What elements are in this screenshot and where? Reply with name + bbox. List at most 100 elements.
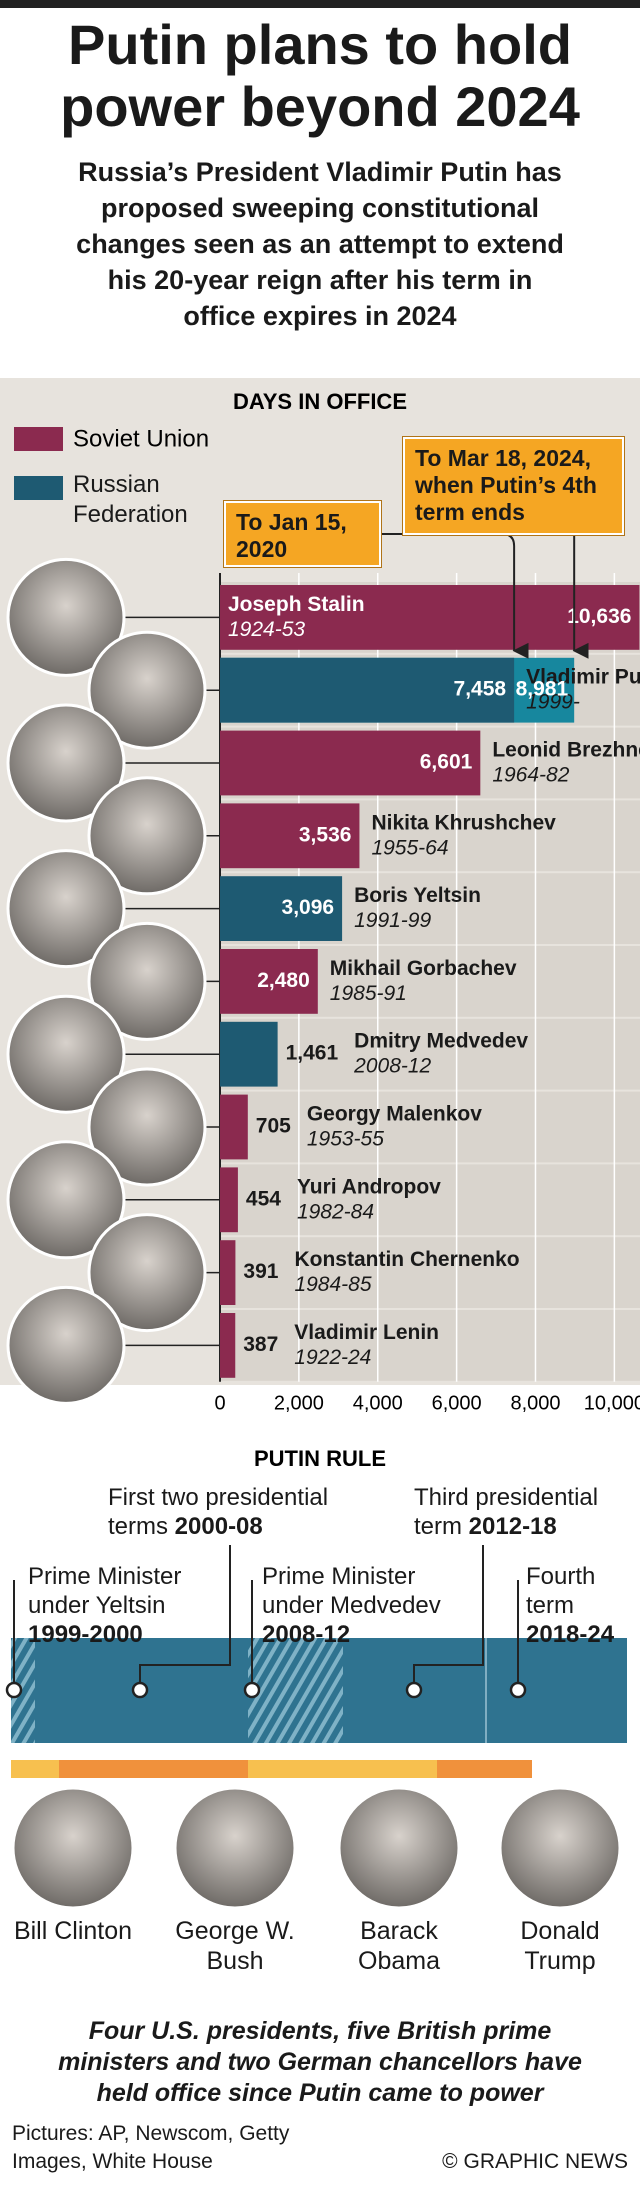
leader-term: 1922-24 xyxy=(294,1346,371,1369)
leader-name: Leonid Brezhnev xyxy=(492,739,640,762)
legend-label: Russian Federation xyxy=(73,471,188,528)
row-band xyxy=(220,1018,640,1090)
value-label: 3,536 xyxy=(299,823,352,846)
bar xyxy=(220,657,515,723)
value-label: 2,480 xyxy=(257,969,310,992)
x-tick-label: 8,000 xyxy=(510,1392,560,1414)
value-label: 8,981 xyxy=(516,678,569,701)
leader-name: Joseph Stalin xyxy=(228,593,365,616)
bar xyxy=(220,1313,236,1378)
credits: Pictures: AP, Newscom, Getty Images, Whi… xyxy=(12,2122,290,2173)
chart-title: DAYS IN OFFICE xyxy=(233,389,407,414)
president-name: Barack Obama xyxy=(358,1917,440,1975)
x-tick-label: 0 xyxy=(214,1392,225,1414)
period-text: Prime Minister under Yeltsin xyxy=(28,1563,182,1619)
legend-swatch xyxy=(14,476,63,500)
timeline-segment xyxy=(486,1638,627,1743)
annotation: To Mar 18, 2024, when Putin’s 4th term e… xyxy=(403,437,624,535)
leader-photo xyxy=(6,994,126,1114)
timeline-dot xyxy=(131,1681,149,1699)
president-photo xyxy=(498,1786,622,1910)
leader-name: Georgy Malenkov xyxy=(307,1103,482,1126)
leader-term: 1953-55 xyxy=(307,1128,384,1151)
value-label: 705 xyxy=(256,1115,291,1138)
timeline-segment xyxy=(248,1638,343,1743)
bar xyxy=(220,803,360,869)
leader-name: Mikhail Gorbachev xyxy=(330,957,517,980)
leader-term: 1964-82 xyxy=(492,764,569,787)
leader-name: Vladimir Lenin xyxy=(294,1321,439,1344)
president-name: Bill Clinton xyxy=(13,1917,133,1945)
period-label: First two presidential terms 2000-08 xyxy=(108,1483,368,1541)
period-years: 2000-08 xyxy=(174,1513,263,1540)
copyright: © GRAPHIC NEWS xyxy=(442,2150,628,2173)
leader-term: 1991-99 xyxy=(354,909,431,932)
bar-chart: 0 2,000 4,000 6,000 8,000 10,000 10,636 Joseph … xyxy=(6,533,640,1414)
value-label: 1,461 xyxy=(286,1042,339,1065)
leader-term: 1984-85 xyxy=(294,1273,371,1296)
period-years: 2008-12 xyxy=(262,1621,351,1648)
leader-photo xyxy=(87,630,207,750)
bar xyxy=(220,1167,238,1233)
president-name: Donald Trump xyxy=(520,1917,600,1975)
period-label: Prime Minister under Yeltsin 1999-2000 xyxy=(28,1562,213,1649)
timeline-dot xyxy=(243,1681,261,1699)
annotation: To Jan 15, 2020 xyxy=(224,501,381,567)
term-strip xyxy=(11,1760,59,1778)
leader-photo xyxy=(6,849,126,969)
leader-photo xyxy=(87,1067,207,1187)
period-text: Fourth term xyxy=(526,1563,596,1619)
bar xyxy=(220,949,318,1014)
value-label: 10,636 xyxy=(567,605,631,628)
timeline-dot xyxy=(509,1681,527,1699)
value-label: 7,458 xyxy=(454,678,507,701)
x-tick-label: 10,000 xyxy=(584,1392,640,1414)
bar xyxy=(220,585,640,650)
president-name: George W. Bush xyxy=(175,1917,295,1975)
bar xyxy=(220,1021,278,1087)
leader-photo xyxy=(6,557,126,677)
row-band xyxy=(220,1164,640,1236)
x-tick-label: 6,000 xyxy=(432,1392,482,1414)
x-tick-label: 2,000 xyxy=(274,1392,324,1414)
term-strip xyxy=(437,1760,532,1778)
bar xyxy=(220,876,343,941)
connector xyxy=(413,1545,484,1690)
president-photo xyxy=(337,1786,461,1910)
leader-photo xyxy=(87,776,207,896)
period-text: Prime Minister under Medvedev xyxy=(262,1563,441,1619)
row-band xyxy=(220,1091,640,1163)
leader-photo xyxy=(6,1285,126,1405)
value-label: 454 xyxy=(246,1187,281,1210)
period-years: 1999-2000 xyxy=(28,1621,143,1648)
bar xyxy=(220,730,481,796)
row-band xyxy=(220,1310,640,1381)
section-title: PUTIN RULE xyxy=(254,1446,386,1471)
president-photo xyxy=(11,1786,135,1910)
leader-term: 1985-91 xyxy=(330,982,407,1005)
bar xyxy=(220,1094,248,1160)
leader-name: Vladimir Putin xyxy=(526,666,640,689)
value-label: 6,601 xyxy=(420,751,473,774)
leader-term: 1924-53 xyxy=(228,618,305,641)
leader-name: Yuri Andropov xyxy=(297,1175,441,1198)
president-photo xyxy=(173,1786,297,1910)
leader-term: 1955-64 xyxy=(371,836,448,859)
period-label: Prime Minister under Medvedev 2008-12 xyxy=(262,1562,467,1649)
legend-label: Soviet Union xyxy=(73,425,209,452)
period-years: 2018-24 xyxy=(526,1621,615,1648)
timeline xyxy=(5,1545,627,1778)
row-band xyxy=(220,1237,640,1308)
leader-name: Konstantin Chernenko xyxy=(294,1248,519,1271)
subtitle: Russia’s President Vladimir Putin has pr… xyxy=(76,157,564,331)
period-years: 2012-18 xyxy=(468,1513,557,1540)
leader-photo xyxy=(6,703,126,823)
leader-photo xyxy=(6,1140,126,1260)
leader-photo xyxy=(87,1213,207,1333)
connector xyxy=(139,1545,231,1690)
value-label: 387 xyxy=(243,1333,278,1356)
x-tick-label: 4,000 xyxy=(353,1392,403,1414)
leader-name: Boris Yeltsin xyxy=(354,884,481,907)
leader-term: 1982-84 xyxy=(297,1200,374,1223)
